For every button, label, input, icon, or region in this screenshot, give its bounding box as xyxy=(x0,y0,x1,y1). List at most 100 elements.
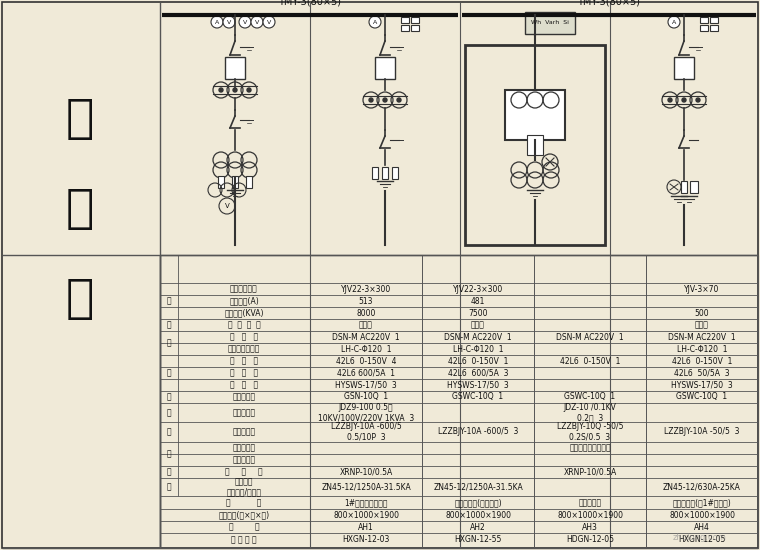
Bar xyxy=(710,17,718,23)
Text: 用           途: 用 途 xyxy=(226,498,261,507)
Bar xyxy=(375,57,395,79)
Text: 电   磁   锁: 电 磁 锁 xyxy=(230,333,258,342)
Text: HYSWS-17/50  3: HYSWS-17/50 3 xyxy=(335,381,397,389)
Circle shape xyxy=(696,98,700,102)
Circle shape xyxy=(223,16,235,28)
Text: 7500: 7500 xyxy=(468,309,488,317)
Text: 800×1000×1900: 800×1000×1900 xyxy=(445,510,511,520)
Text: GSWC-10Q  1: GSWC-10Q 1 xyxy=(452,393,504,402)
Text: 格: 格 xyxy=(166,338,171,348)
Bar xyxy=(232,176,238,188)
Text: 次: 次 xyxy=(66,188,94,233)
Bar xyxy=(465,45,605,245)
Text: DSN-M AC220V  1: DSN-M AC220V 1 xyxy=(444,333,511,342)
Text: 42L6  0-150V  4: 42L6 0-150V 4 xyxy=(336,356,396,366)
Text: 电流互感器: 电流互感器 xyxy=(233,427,255,437)
Text: LZZBJY-10A -600/5
0.5/10P  3: LZZBJY-10A -600/5 0.5/10P 3 xyxy=(331,422,401,442)
Text: HXGN-12-05: HXGN-12-05 xyxy=(679,535,726,544)
Circle shape xyxy=(263,16,275,28)
Circle shape xyxy=(211,16,223,28)
Text: LH-C-Φ120  1: LH-C-Φ120 1 xyxy=(340,344,391,354)
Text: LH-C-Φ120  1: LH-C-Φ120 1 xyxy=(453,344,503,354)
Text: 42L6 600/5A  1: 42L6 600/5A 1 xyxy=(337,368,395,377)
Text: 电   流   表: 电 流 表 xyxy=(230,368,258,377)
Bar xyxy=(681,181,687,193)
Text: V: V xyxy=(243,19,247,25)
Text: HYSWS-17/50  3: HYSWS-17/50 3 xyxy=(671,381,733,389)
Text: 产 品 型 号: 产 品 型 号 xyxy=(231,535,257,544)
Circle shape xyxy=(247,88,251,92)
Text: Wh  Varh  Si: Wh Varh Si xyxy=(531,20,569,25)
Text: 42L6  0-150V  1: 42L6 0-150V 1 xyxy=(560,356,620,366)
Text: A: A xyxy=(215,19,219,25)
Bar xyxy=(411,25,419,31)
Text: 42L6  0-150V  1: 42L6 0-150V 1 xyxy=(448,356,508,366)
Circle shape xyxy=(219,88,223,92)
Text: 件: 件 xyxy=(166,393,171,402)
Text: DSN-M AC220V  1: DSN-M AC220V 1 xyxy=(556,333,624,342)
Circle shape xyxy=(383,98,387,102)
Text: 一体化: 一体化 xyxy=(695,321,709,329)
Text: 带电显示器: 带电显示器 xyxy=(233,393,255,402)
Text: 九: 九 xyxy=(166,408,171,417)
Text: 号: 号 xyxy=(166,296,171,305)
Text: XRNP-10/0.5A: XRNP-10/0.5A xyxy=(340,468,393,476)
Text: 无功电度表: 无功电度表 xyxy=(233,443,255,453)
Text: 高压出线柜(至环网柜): 高压出线柜(至环网柜) xyxy=(454,498,502,507)
Circle shape xyxy=(239,16,251,28)
Text: AH1: AH1 xyxy=(358,522,374,531)
Bar xyxy=(401,25,409,31)
Text: HXGN-12-55: HXGN-12-55 xyxy=(454,535,502,544)
Circle shape xyxy=(668,98,672,102)
Text: HXGN-12-03: HXGN-12-03 xyxy=(342,535,390,544)
Text: LZZBJY-10A -600/5  3: LZZBJY-10A -600/5 3 xyxy=(438,427,518,437)
Text: 高: 高 xyxy=(166,482,171,492)
Text: 接  地  开  关: 接 地 开 关 xyxy=(228,321,261,329)
Text: GSWC-10Q  1: GSWC-10Q 1 xyxy=(565,393,616,402)
Text: 高压计量柜: 高压计量柜 xyxy=(578,498,602,507)
Text: 42L6  0-150V  1: 42L6 0-150V 1 xyxy=(672,356,732,366)
Circle shape xyxy=(397,98,401,102)
Text: 800×1000×1900: 800×1000×1900 xyxy=(669,510,735,520)
Text: AH2: AH2 xyxy=(470,522,486,531)
Text: 8000: 8000 xyxy=(356,309,375,317)
Text: HYSWS-17/50  3: HYSWS-17/50 3 xyxy=(447,381,509,389)
Text: ZN45-12/630A-25KA: ZN45-12/630A-25KA xyxy=(663,482,741,492)
Text: AH4: AH4 xyxy=(694,522,710,531)
Circle shape xyxy=(251,16,263,28)
Bar xyxy=(527,135,543,155)
Bar xyxy=(372,167,378,179)
Text: YJV-3×70: YJV-3×70 xyxy=(684,284,720,294)
Bar xyxy=(392,167,398,179)
Circle shape xyxy=(233,88,237,92)
Bar xyxy=(218,176,224,188)
Text: 隔离开关
前闸开关/断路器: 隔离开关 前闸开关/断路器 xyxy=(226,477,261,497)
Circle shape xyxy=(369,98,373,102)
Text: 有功电度表: 有功电度表 xyxy=(233,455,255,465)
Text: 800×1000×1900: 800×1000×1900 xyxy=(557,510,623,520)
Circle shape xyxy=(369,16,381,28)
Text: GSWC-10Q  1: GSWC-10Q 1 xyxy=(676,393,727,402)
Text: TMY-3(80×5): TMY-3(80×5) xyxy=(278,0,341,7)
Text: LZZBJY-10Q -50/5
0.2S/0.5  3: LZZBJY-10Q -50/5 0.2S/0.5 3 xyxy=(557,422,623,442)
Text: 一次电缆型号: 一次电缆型号 xyxy=(230,284,258,294)
Text: TMY-3(80×5): TMY-3(80×5) xyxy=(578,0,641,7)
Bar xyxy=(525,12,575,34)
Text: DSN-M AC220V  1: DSN-M AC220V 1 xyxy=(668,333,736,342)
Text: 型: 型 xyxy=(166,321,171,329)
Bar xyxy=(690,181,698,193)
Text: 零序电流互感器: 零序电流互感器 xyxy=(228,344,260,354)
Text: ZN45-12/1250A-31.5KA: ZN45-12/1250A-31.5KA xyxy=(321,482,411,492)
Circle shape xyxy=(668,16,680,28)
Text: V: V xyxy=(227,19,231,25)
Text: 电   压   表: 电 压 表 xyxy=(230,356,258,366)
Bar xyxy=(401,17,409,23)
Text: GSN-10Q  1: GSN-10Q 1 xyxy=(344,393,388,402)
Bar xyxy=(674,57,694,79)
Text: 高压出线柜(至1#变压器): 高压出线柜(至1#变压器) xyxy=(673,498,731,507)
Text: JDZ-10 /0.1KV
0.2级  3: JDZ-10 /0.1KV 0.2级 3 xyxy=(564,403,616,422)
Text: 燕     断     器: 燕 断 器 xyxy=(225,468,263,476)
Text: 避   雷   器: 避 雷 器 xyxy=(230,381,258,389)
Text: 图: 图 xyxy=(66,278,94,322)
Text: zhulong.com: zhulong.com xyxy=(673,533,727,542)
